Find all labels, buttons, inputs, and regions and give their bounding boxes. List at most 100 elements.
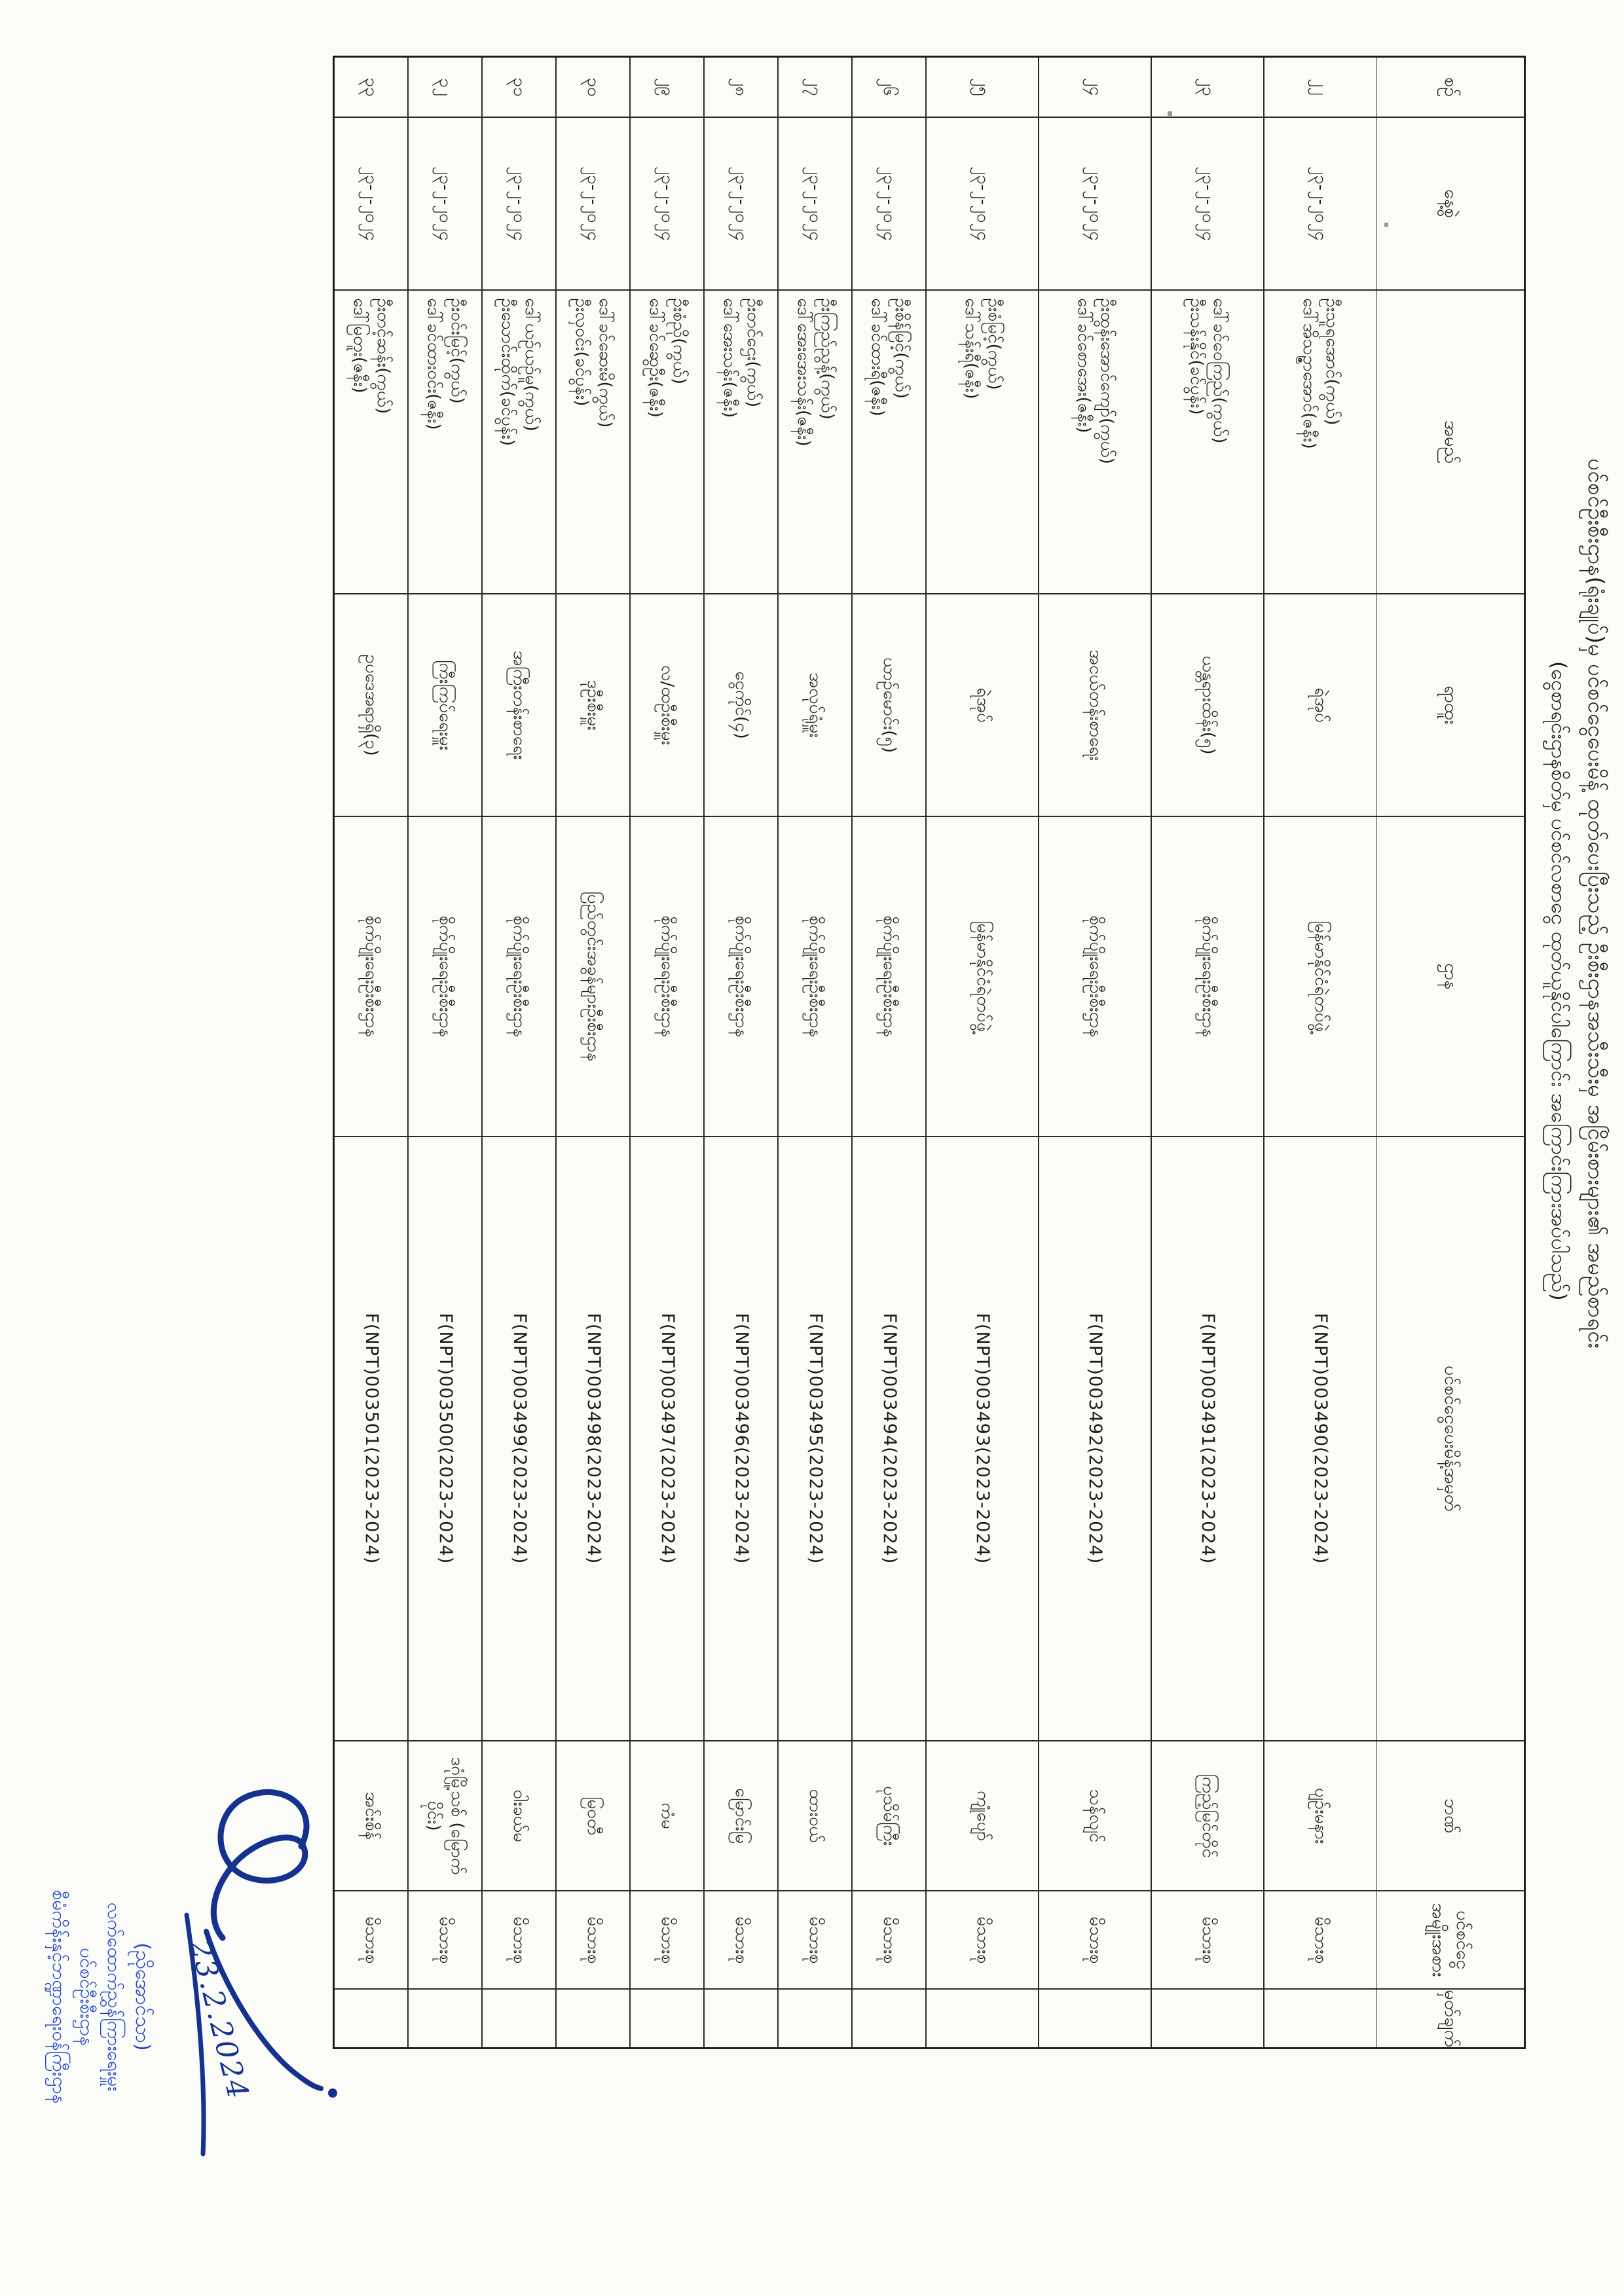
cell-remark [705, 1988, 777, 2047]
cell-payment-order: F(NPT)003501(2023-2024) [335, 1135, 407, 1740]
cell-date: ၂၃-၂-၂၀၂၄ [1152, 116, 1263, 290]
signature-ink [184, 1789, 337, 2157]
header-remark: မှတ်ချက် [1376, 1988, 1524, 2047]
cell-remark [927, 1988, 1038, 2047]
stamp-ministry: စီမံကိန်းနှင့်ဘဏ္ဍာရေးဝန်ကြီးဌာန [48, 1889, 70, 2104]
cell-department: မြန်မာနိုင်ငံရဲတပ်ဖွဲ့ [927, 815, 1038, 1136]
survivor-name: ဒေါ်ခင်ထားဝင်း(ဇနီး) [424, 298, 444, 430]
table-row: ၂၉ ၂၃-၂-၂၀၂၄ ဦးစံညို(ကွယ်) ဒေါ်ခင်ဆွေဦး(ဇနီ… [631, 58, 705, 2047]
cell-payment-order: F(NPT)003497(2023-2024) [631, 1135, 703, 1740]
cell-payment-order: F(NPT)003498(2023-2024) [557, 1135, 629, 1740]
cell-department: စိုက်ပျိုးရေးဦးစီးဌာန [1152, 815, 1263, 1136]
cell-name: ဦးတင့်ဆန်း(ကွယ်) ဒေါ်မြတူး(ဇနီး) [335, 289, 407, 594]
cell-department: မြန်မာနိုင်ငံရဲတပ်ဖွဲ့ [1264, 815, 1376, 1136]
cell-bank: ပုသိမ်ကြီး [853, 1740, 925, 1891]
survivor-name: ဒေါ်အိသဉ္ဇာအောင်(ဇနီး) [1299, 298, 1319, 449]
cell-serial: ၂၉ [657, 78, 678, 96]
cell-remark [557, 1988, 629, 2047]
cell-remark [1264, 1988, 1376, 2047]
table-row: ၂၈ ၂၃-၂-၂၀၂၄ ဦးတင်ဌေး(ကွယ်) ဒေါ်အေးသန်း(ဇနီ… [705, 58, 779, 2047]
table-row: ၃၁ ၂၃-၂-၂၀၂၄ ဒေါ်ယဉ်ယဉ်မူ(ကွယ်) ဦးသောင်းထို… [483, 58, 557, 2047]
deceased-name: ဦးစိန်မြင့်(ကွယ်) [891, 298, 911, 399]
cell-date: ၂၃-၂-၂၀၂၄ [853, 116, 925, 290]
deceased-name: ဒေါ်ယဉ်ယဉ်မူ(ကွယ်) [521, 298, 541, 431]
cell-serial: ၂၆ [879, 78, 900, 96]
cell-name: ဦးထွန်းအောင်ကျော်(ကွယ်) ဒေါ်ခင်စောအေး(ဇနီ… [1039, 289, 1151, 594]
cell-department: စိုက်ပျိုးရေးဦးစီးဌာန [483, 815, 555, 1136]
cell-date: ၂၃-၂-၂၀၂၄ [779, 116, 851, 290]
cell-department: စိုက်ပျိုးရေးဦးစီးဌာန [1039, 815, 1151, 1136]
cell-serial: ၃၃ [361, 77, 382, 97]
cell-bank: ကျုံပျော် [927, 1740, 1038, 1891]
cell-date: ၂၃-၂-၂၀၂၄ [483, 116, 555, 290]
deceased-name: ဦးတင့်ဆန်း(ကွယ်) [373, 298, 393, 414]
cell-pension-type: မိသားစု [557, 1890, 629, 1989]
cell-payment-order: F(NPT)003493(2023-2024) [927, 1135, 1038, 1740]
cell-pension-type: မိသားစု [1039, 1890, 1151, 1989]
deceased-name: ဒေါ်ခင်ဆေးမိ(ကွယ်) [595, 298, 615, 428]
cell-name: ဦးတင်ဌေး(ကွယ်) ဒေါ်အေးသန်း(ဇနီး) [705, 289, 777, 594]
cell-pension-type: မိသားစု [705, 1890, 777, 1989]
cell-remark [1039, 1988, 1151, 2047]
cell-date: ၂၃-၂-၂၀၂၄ [409, 116, 481, 290]
cell-pension-type: မိသားစု [927, 1890, 1038, 1989]
header-serial: စဉ် [1440, 77, 1461, 97]
deceased-name: ဒေါ်ခင်ဝေကြည်(ကွယ်) [1209, 298, 1230, 444]
cell-position: ငွေကိုင်(၄) [705, 593, 777, 816]
cell-name: ဦးဝင်းမြင့်(ကွယ်) ဒေါ်ခင်ထားဝင်း(ဇနီး) [409, 289, 481, 594]
cell-position: ဥပဒေအရာရှိ(၃) [335, 593, 407, 816]
table-row: ၂၂ ၂၃-၂-၂၀၂၄ ဦးသူရအောင်(ကွယ်) ဒေါ်အိသဉ္ဇာအေ… [1264, 58, 1376, 2047]
header-position: ရာထူး [1376, 593, 1524, 816]
cell-pension-type: မိသားစု [409, 1890, 481, 1989]
cell-pension-type: မိသားစု [631, 1890, 703, 1989]
survivor-name: ဒေါ်ခင်ဆွေဦး(ဇနီး) [646, 298, 666, 418]
cell-serial: ၃၁ [509, 77, 530, 97]
cell-bank: သန်လျင် [1039, 1740, 1151, 1891]
cell-pension-type: မိသားစု [1264, 1890, 1376, 1989]
cell-date: ၂၃-၂-၂၀၂၄ [705, 116, 777, 290]
cell-name: ဦးစံညို(ကွယ်) ဒေါ်ခင်ဆွေဦး(ဇနီး) [631, 289, 703, 594]
cell-name: ဒေါ်ခင်ဝေကြည်(ကွယ်) ဦးသန်းနိုင်(ခင်ပွန်း) [1152, 289, 1263, 594]
deceased-name: ဦးစံညို(ကွယ်) [669, 298, 689, 385]
table-header-row: စဉ် နေ့စွဲ အမည် ရာထူး ဌာန ပင်စင်ငွေပေးမိ… [1376, 58, 1524, 2047]
cell-position: အကြီးတန်းစာရေး [483, 593, 555, 816]
cell-name: ဒေါ်ယဉ်ယဉ်မူ(ကွယ်) ဦးသောင်းထိုက်(ခင်ပွန်း… [483, 289, 555, 594]
cell-bank: ဝါးခယ်မ [483, 1740, 555, 1891]
cell-department: စိုက်ပျိုးရေးဦးစီးဌာန [853, 815, 925, 1136]
cell-payment-order: F(NPT)003500(2023-2024) [409, 1135, 481, 1740]
scan-speck [1168, 111, 1172, 117]
cell-department: စိုက်ပျိုးရေးဦးစီးဌာန [705, 815, 777, 1136]
survivor-name: ဒေါ်သန်းရီ(ဇနီး) [961, 298, 981, 399]
survivor-name: ဒေါ်ခင်ထားရီ(ဇနီး) [868, 298, 888, 416]
deceased-name: ဦးသူရအောင်(ကွယ်) [1322, 298, 1342, 426]
table-row: ၃၂ ၂၃-၂-၂၀၂၄ ဦးဝင်းမြင့်(ကွယ်) ဒေါ်ခင်ထားဝင… [409, 58, 483, 2047]
cell-position: ဒုဦးစီးမှူး [557, 593, 629, 816]
survivor-name: ဦးသောင်းထိုက်(ခင်ပွန်း) [498, 298, 518, 446]
cell-name: ဦးစိန်မြင့်(ကွယ်) ဒေါ်ခင်ထားရီ(ဇနီး) [853, 289, 925, 594]
cell-remark [779, 1988, 851, 2047]
survivor-name: ဒေါ်ခင်စောအေး(ဇနီး) [1074, 298, 1094, 433]
cell-department: စိုက်ပျိုးရေးဦးစီးဌာန [631, 815, 703, 1136]
cell-department: ပြည်တွင်းအခွန်များဦးစီးဌာန [557, 815, 629, 1136]
cell-date: ၂၃-၂-၂၀၂၄ [1039, 116, 1151, 290]
cell-position: ယာဉ်မောင်း(၅) [853, 593, 925, 816]
cell-date: ၂၃-၂-၂၀၂၄ [631, 116, 703, 290]
cell-department: စိုက်ပျိုးရေးဦးစီးဌာန [335, 815, 407, 1136]
table-rows: ၂၂ ၂၃-၂-၂၀၂၄ ဦးသူရအောင်(ကွယ်) ဒေါ်အိသဉ္ဇာအေ… [335, 58, 1376, 2047]
stamp-department: ပင်စင်ဦးစီးဌာန [76, 1948, 98, 2046]
cell-serial: ၂၃ [1198, 78, 1218, 96]
cell-position: လ/ထဦးစီးမှူး [631, 593, 703, 816]
deceased-name: ဦးထွန်းအောင်ကျော်(ကွယ်) [1097, 298, 1117, 464]
cell-remark [631, 1988, 703, 2047]
cell-bank: မြဝတီ [557, 1740, 629, 1891]
cell-serial: ၃၀ [583, 77, 604, 97]
document-title: ပင်စင်ဦးစီးဌာန(ရုံးချုပ်)မှ ပင်စင်ငွေပေး… [1583, 458, 1609, 1349]
cell-payment-order: F(NPT)003496(2023-2024) [705, 1135, 777, 1740]
cell-name: ဦးကြည်ညွန့်(ကွယ်) ဒေါ်အေးအေးသန်း(ဇနီး) [779, 289, 851, 594]
deceased-name: ဦးကြည်ညွန့်(ကွယ်) [817, 298, 837, 420]
approver-stamp: (ညိုအောင်သာ) လက်ထောက်ညွှန်ကြားရေးမှူး ပင… [45, 1702, 157, 2291]
cell-remark [853, 1988, 925, 2047]
cell-payment-order: F(NPT)003494(2023-2024) [853, 1135, 925, 1740]
table-row: ၂၆ ၂၃-၂-၂၀၂၄ ဦးစိန်မြင့်(ကွယ်) ဒေါ်ခင်ထားရီ… [853, 58, 927, 2047]
